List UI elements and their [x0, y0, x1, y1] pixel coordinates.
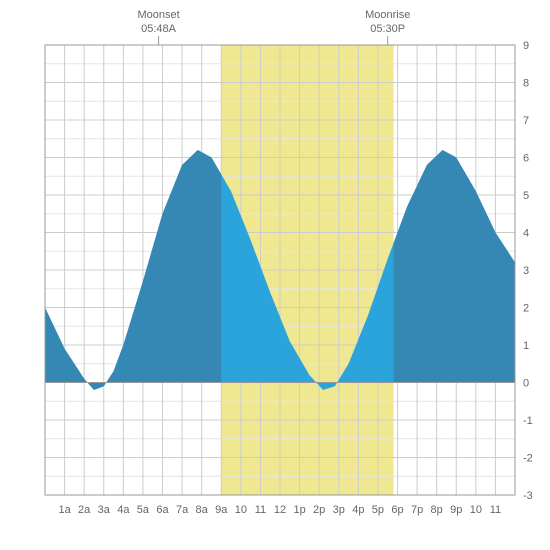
- moonrise-title: Moonrise: [365, 9, 410, 21]
- y-tick-label: 2: [523, 303, 529, 315]
- x-tick-label: 8a: [196, 504, 209, 516]
- x-tick-label: 1a: [58, 504, 71, 516]
- x-tick-label: 10: [470, 504, 482, 516]
- tide-chart: -3-2-101234567891a2a3a4a5a6a7a8a9a101112…: [0, 0, 550, 550]
- y-tick-label: -3: [523, 490, 533, 502]
- moonrise-time: 05:30P: [370, 23, 405, 35]
- y-tick-label: 1: [523, 340, 529, 352]
- x-tick-label: 3a: [98, 504, 111, 516]
- x-tick-label: 4p: [352, 504, 364, 516]
- y-tick-label: 5: [523, 190, 529, 202]
- x-tick-label: 7p: [411, 504, 423, 516]
- x-tick-label: 7a: [176, 504, 189, 516]
- y-tick-label: 4: [523, 228, 529, 240]
- x-tick-label: 1p: [293, 504, 305, 516]
- y-tick-label: 8: [523, 78, 529, 90]
- chart-svg: -3-2-101234567891a2a3a4a5a6a7a8a9a101112…: [0, 0, 550, 550]
- moonset-time: 05:48A: [141, 23, 177, 35]
- y-tick-label: 3: [523, 265, 529, 277]
- y-tick-label: 6: [523, 153, 529, 165]
- x-tick-label: 12: [274, 504, 286, 516]
- moonset-title: Moonset: [137, 9, 179, 21]
- x-tick-label: 9p: [450, 504, 462, 516]
- x-tick-label: 2a: [78, 504, 91, 516]
- x-tick-label: 9a: [215, 504, 228, 516]
- y-tick-label: 9: [523, 40, 529, 52]
- y-tick-label: 7: [523, 115, 529, 127]
- x-tick-label: 10: [235, 504, 247, 516]
- x-tick-label: 6p: [391, 504, 403, 516]
- x-tick-label: 2p: [313, 504, 325, 516]
- x-tick-label: 11: [255, 504, 266, 516]
- y-tick-label: -2: [523, 453, 533, 465]
- x-tick-label: 3p: [333, 504, 345, 516]
- x-tick-label: 11: [490, 504, 501, 516]
- x-tick-label: 4a: [117, 504, 130, 516]
- y-tick-label: -1: [523, 415, 533, 427]
- x-tick-label: 8p: [431, 504, 443, 516]
- x-tick-label: 5p: [372, 504, 384, 516]
- x-tick-label: 5a: [137, 504, 150, 516]
- y-tick-label: 0: [523, 378, 529, 390]
- x-tick-label: 6a: [156, 504, 169, 516]
